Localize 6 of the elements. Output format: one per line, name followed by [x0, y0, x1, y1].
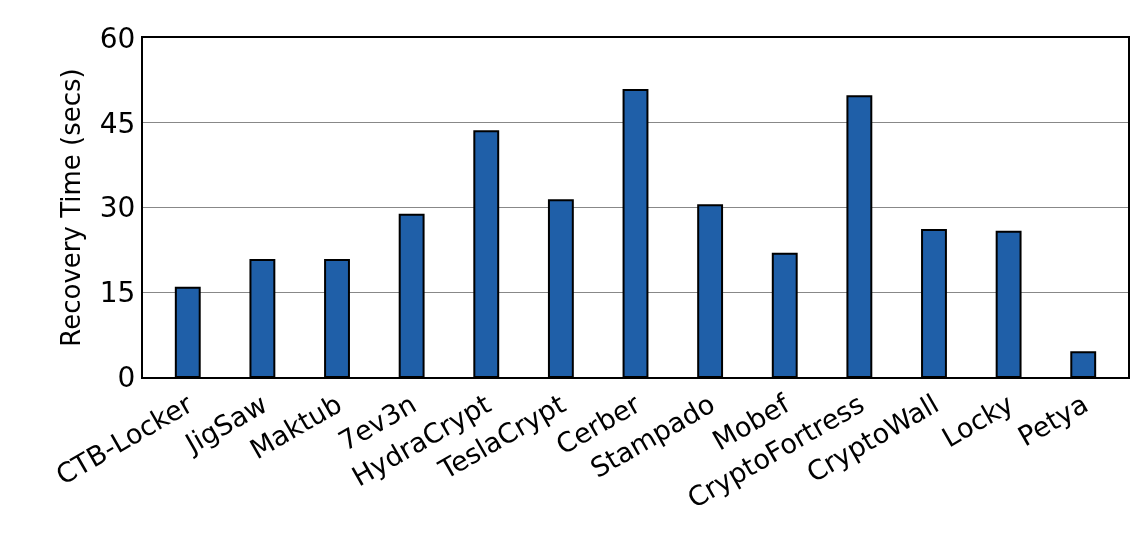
y-tick-label: 15 [99, 276, 136, 310]
y-tick-label: 45 [99, 106, 136, 140]
y-tick-label: 30 [99, 191, 136, 225]
y-tick-label: 0 [117, 360, 136, 394]
y-tick-label: 60 [99, 21, 136, 55]
y-axis-title: Recovery Time (secs) [56, 68, 86, 347]
